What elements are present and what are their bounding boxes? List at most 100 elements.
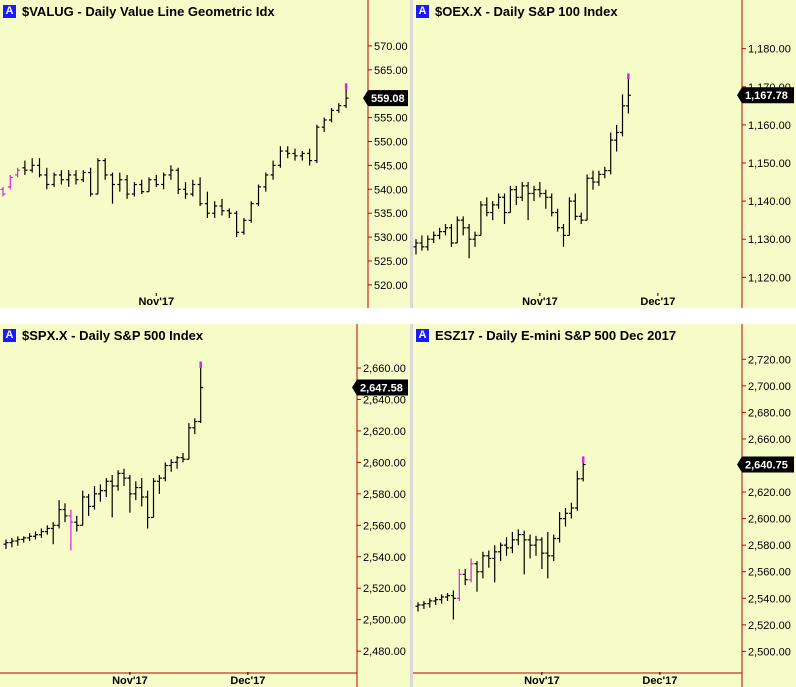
ohlc-bar xyxy=(37,158,42,178)
ohlc-bar xyxy=(502,193,507,224)
chart-pane-spx[interactable]: 2,480.00 2,500.00 2,520.00 2,540.00 2,560.00… xyxy=(0,324,410,687)
ohlc-bar xyxy=(572,193,578,221)
chart-title: $VALUG - Daily Value Line Geometric Idx xyxy=(22,3,275,19)
ohlc-bar xyxy=(602,166,608,179)
ohlc-bar xyxy=(0,186,6,197)
ohlc-bar xyxy=(124,174,130,199)
ohlc-bar xyxy=(443,223,448,236)
last-price-label: 2,640.75 xyxy=(745,460,788,472)
x-tick-label: Nov'17 xyxy=(138,296,174,308)
x-tick-label: Nov'17 xyxy=(522,296,558,308)
ohlc-bar xyxy=(574,470,580,511)
ohlc-bar xyxy=(425,235,431,251)
ohlc-bar xyxy=(433,596,439,605)
y-tick-label: 2,700.00 xyxy=(748,381,791,393)
ohlc-bar xyxy=(439,594,445,604)
ohlc-bar xyxy=(292,148,298,161)
last-price-marker xyxy=(737,87,794,104)
y-tick-label: 2,540.00 xyxy=(363,552,406,564)
ohlc-bar xyxy=(472,231,478,247)
ohlc-bar xyxy=(131,182,137,197)
chart-title: $SPX.X - Daily S&P 500 Index xyxy=(22,327,204,343)
ohlc-bar xyxy=(192,418,198,435)
ohlc-bar xyxy=(162,462,168,482)
ohlc-bar xyxy=(515,529,521,546)
ohlc-bar xyxy=(3,539,9,549)
ohlc-bar xyxy=(146,177,152,193)
ohlc-bar xyxy=(539,537,545,570)
ohlc-bar xyxy=(478,201,484,237)
ohlc-bar xyxy=(531,185,537,202)
y-tick-label: 565.00 xyxy=(374,65,408,77)
ohlc-bar xyxy=(7,174,13,190)
last-price-marker xyxy=(352,379,408,396)
ohlc-bar xyxy=(204,191,210,218)
pane-separator-horizontal xyxy=(0,308,796,324)
chart-pane-esz17[interactable]: 2,500.00 2,520.00 2,540.00 2,560.00 2,580.00… xyxy=(413,324,796,687)
ohlc-bar xyxy=(38,528,44,538)
y-tick-label: 1,130.00 xyxy=(748,234,791,246)
pane-header: A $VALUG - Daily Value Line Geometric Id… xyxy=(0,3,275,19)
ohlc-bar xyxy=(139,179,145,195)
ohlc-bar xyxy=(568,502,574,519)
ohlc-bar xyxy=(555,208,561,232)
ohlc-bar xyxy=(226,208,232,218)
ohlc-bar xyxy=(183,182,188,199)
ohlc-bar xyxy=(480,551,486,579)
ohlc-bar xyxy=(566,197,572,237)
ohlc-bar xyxy=(197,177,203,207)
y-tick-label: 530.00 xyxy=(374,232,408,244)
ohlc-bar xyxy=(625,79,631,114)
ohlc-bar xyxy=(103,478,109,497)
ohlc-bar xyxy=(445,592,450,601)
chart-pane-oex[interactable]: 1,120.00 1,130.00 1,140.00 1,150.00 1,160.00… xyxy=(413,0,796,308)
ohlc-bar xyxy=(153,174,159,187)
ohlc-bar xyxy=(168,165,174,180)
ohlc-bar xyxy=(608,132,614,175)
y-tick-label: 2,540.00 xyxy=(748,593,791,605)
pane-header: A ESZ17 - Daily E-mini S&P 500 Dec 2017 xyxy=(413,327,676,343)
ohlc-bar xyxy=(468,558,474,583)
pane-header: A $OEX.X - Daily S&P 100 Index xyxy=(413,3,618,19)
ohlc-bar xyxy=(9,537,15,548)
ohlc-bar xyxy=(110,172,115,204)
y-tick-label: 535.00 xyxy=(374,208,408,220)
x-tick-label: Dec'17 xyxy=(640,296,675,308)
ohlc-bar xyxy=(620,94,625,137)
ohlc-bar xyxy=(115,470,121,491)
ohlc-bar xyxy=(543,189,549,209)
ohlc-bar xyxy=(533,535,539,556)
y-tick-label: 2,560.00 xyxy=(363,520,406,532)
y-tick-label: 2,480.00 xyxy=(363,646,406,658)
ohlc-bar xyxy=(421,600,427,609)
symbol-badge[interactable]: A xyxy=(3,4,16,18)
symbol-badge[interactable]: A xyxy=(416,328,429,342)
ohlc-bar xyxy=(450,590,456,620)
ohlc-bar xyxy=(62,503,68,523)
y-tick-label: 2,580.00 xyxy=(748,540,791,552)
ohlc-bar xyxy=(29,158,35,173)
ohlc-chart-oex: 1,120.00 1,130.00 1,140.00 1,150.00 1,160.00… xyxy=(413,0,794,308)
ohlc-bar xyxy=(151,478,156,519)
ohlc-bar xyxy=(270,160,276,180)
ohlc-bar xyxy=(551,534,557,562)
ohlc-bar xyxy=(336,103,342,113)
y-tick-label: 555.00 xyxy=(374,113,408,125)
ohlc-bar xyxy=(198,368,204,424)
symbol-badge[interactable]: A xyxy=(3,328,16,342)
ohlc-bar xyxy=(545,531,551,579)
pane-separator-vertical xyxy=(410,0,413,687)
ohlc-bar xyxy=(121,468,127,486)
ohlc-bar xyxy=(156,474,162,494)
ohlc-bar xyxy=(513,185,519,205)
ohlc-bar xyxy=(44,167,50,190)
ohlc-bar xyxy=(307,148,313,166)
chart-pane-valug[interactable]: 520.00 525.00 530.00 535.00 540.00 545.00 550.… xyxy=(0,0,410,308)
y-tick-label: 525.00 xyxy=(374,256,408,268)
ohlc-bar xyxy=(507,185,513,214)
y-tick-label: 2,500.00 xyxy=(748,646,791,658)
y-tick-label: 2,600.00 xyxy=(363,457,406,469)
ohlc-bar xyxy=(186,423,192,460)
ohlc-bar xyxy=(180,452,186,463)
symbol-badge[interactable]: A xyxy=(416,4,429,18)
